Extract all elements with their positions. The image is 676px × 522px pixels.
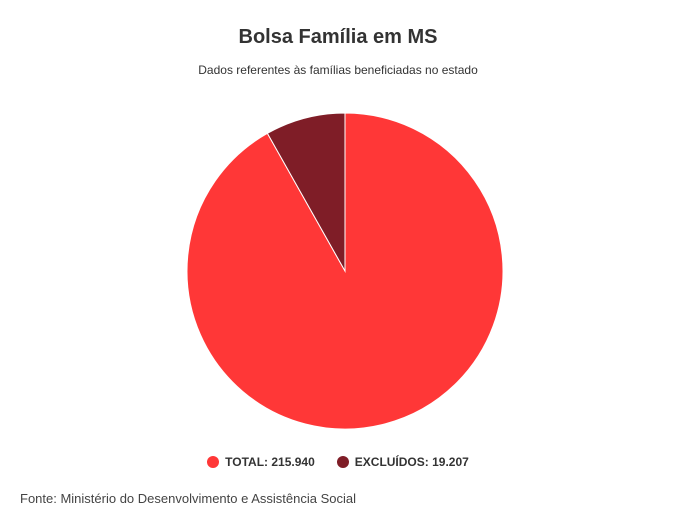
legend-swatch-total bbox=[207, 456, 220, 468]
legend-item-excluidos[interactable]: EXCLUÍDOS: 19.207 bbox=[336, 455, 469, 469]
pie-chart bbox=[186, 112, 504, 430]
pie-slice-excluidos[interactable] bbox=[266, 112, 346, 273]
pie-slices bbox=[186, 112, 504, 430]
chart-title: Bolsa Família em MS bbox=[238, 26, 438, 48]
legend-label-excluidos: EXCLUÍDOS: 19.207 bbox=[354, 455, 469, 469]
legend-swatch-excluidos bbox=[336, 456, 349, 468]
source-note: Fonte: Ministério do Desenvolvimento e A… bbox=[20, 491, 356, 506]
chart-legend: TOTAL: 215.940 EXCLUÍDOS: 19.207 bbox=[0, 455, 676, 469]
legend-item-total[interactable]: TOTAL: 215.940 bbox=[207, 455, 315, 469]
legend-label-total: TOTAL: 215.940 bbox=[225, 455, 315, 469]
chart-subtitle: Dados referentes às famílias beneficiada… bbox=[198, 63, 478, 77]
